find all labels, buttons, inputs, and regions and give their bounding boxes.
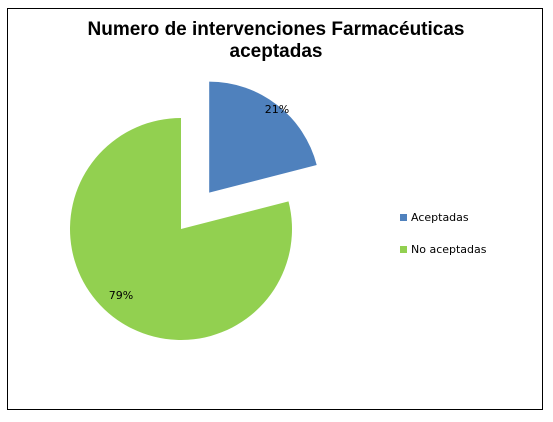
data-label-aceptadas: 21%	[265, 103, 289, 116]
pie-slice-aceptadas	[209, 81, 317, 193]
legend-swatch-aceptadas	[400, 213, 407, 221]
pie-slice-no-aceptadas	[70, 118, 292, 340]
chart-legend: Aceptadas No aceptadas	[400, 209, 487, 273]
data-label-no-aceptadas: 79%	[109, 289, 133, 302]
legend-item-aceptadas: Aceptadas	[400, 209, 487, 225]
pie-chart: 21% 79%	[70, 81, 317, 340]
legend-label-no-aceptadas: No aceptadas	[411, 242, 487, 256]
chart-title-line-2: aceptadas	[229, 41, 323, 62]
legend-label-aceptadas: Aceptadas	[411, 210, 469, 224]
chart-frame: Numero de intervenciones Farmacéuticas a…	[7, 8, 543, 410]
legend-swatch-no-aceptadas	[400, 245, 407, 253]
chart-title-line-1: Numero de intervenciones Farmacéuticas	[87, 19, 465, 40]
chart-title: Numero de intervenciones Farmacéuticas a…	[8, 19, 544, 63]
legend-item-no-aceptadas: No aceptadas	[400, 241, 487, 257]
